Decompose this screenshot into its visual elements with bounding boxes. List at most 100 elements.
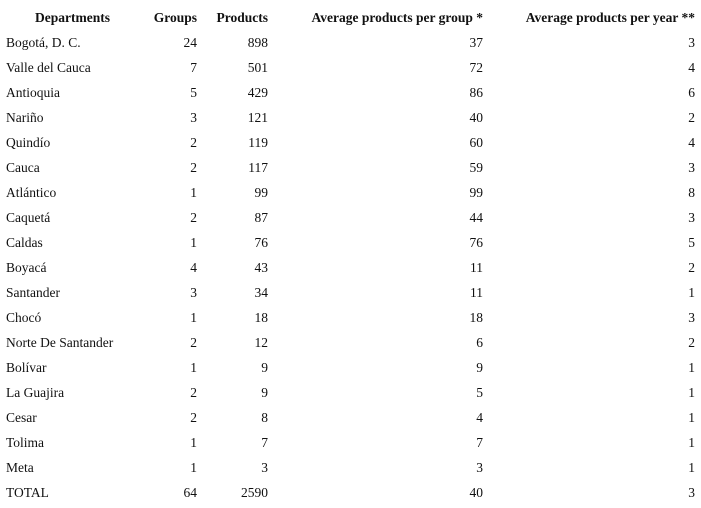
- header-row: Departments Groups Products Average product…: [2, 5, 699, 30]
- number-cell: 1: [190, 359, 197, 375]
- number-cell: 99: [469, 184, 484, 200]
- number-cell: 3: [688, 34, 695, 50]
- department-cell: Meta: [6, 459, 34, 475]
- data-table: Departments Groups Products Average product…: [2, 5, 699, 505]
- number-cell: 1: [688, 409, 695, 425]
- number-cell: 2: [190, 209, 197, 225]
- number-cell: 37: [469, 34, 484, 50]
- number-cell: 1: [190, 459, 197, 475]
- number-cell: 8: [261, 409, 268, 425]
- number-cell: 86: [469, 84, 484, 100]
- number-cell: 2: [688, 259, 695, 275]
- number-cell: 6: [688, 84, 695, 100]
- number-cell: 34: [254, 284, 269, 300]
- number-cell: 501: [247, 59, 268, 75]
- number-cell: 1: [688, 284, 695, 300]
- number-cell: 1: [190, 234, 197, 250]
- number-cell: 76: [469, 234, 484, 250]
- number-cell: 3: [688, 209, 695, 225]
- table-row: Valle del Cauca 7 501 72 4: [2, 55, 699, 80]
- number-cell: 99: [254, 184, 269, 200]
- number-cell: 11: [470, 284, 483, 300]
- department-cell: Cesar: [6, 409, 37, 425]
- department-cell: TOTAL: [6, 484, 49, 500]
- number-cell: 1: [190, 184, 197, 200]
- department-cell: La Guajira: [6, 384, 65, 400]
- number-cell: 3: [190, 284, 197, 300]
- department-cell: Antioquia: [6, 84, 60, 100]
- number-cell: 2: [190, 334, 197, 350]
- number-cell: 4: [190, 259, 197, 275]
- table-row: Caquetá 2 87 44 3: [2, 205, 699, 230]
- number-cell: 1: [688, 434, 695, 450]
- department-cell: Quindío: [6, 134, 51, 150]
- department-cell: Atlántico: [6, 184, 57, 200]
- number-cell: 4: [476, 409, 483, 425]
- table-row: Quindío 2 119 60 4: [2, 130, 699, 155]
- table-row: Antioquia 5 429 86 6: [2, 80, 699, 105]
- number-cell: 11: [470, 259, 483, 275]
- number-cell: 3: [688, 309, 695, 325]
- number-cell: 2: [190, 159, 197, 175]
- table-row: Cesar 2 8 4 1: [2, 405, 699, 430]
- table-row: Tolima 1 7 7 1: [2, 430, 699, 455]
- department-cell: Norte De Santander: [6, 334, 114, 350]
- table-row: TOTAL 64 2590 40 3: [2, 480, 699, 505]
- number-cell: 2: [190, 384, 197, 400]
- table-body: Bogotá, D. C. 24 898 37 3 Valle del Cauca 7 501…: [2, 30, 699, 505]
- table-row: Boyacá 4 43 11 2: [2, 255, 699, 280]
- number-cell: 119: [248, 134, 268, 150]
- table-row: Santander 3 34 11 1: [2, 280, 699, 305]
- number-cell: 6: [476, 334, 483, 350]
- header-cell: Groups: [153, 9, 197, 25]
- number-cell: 3: [261, 459, 268, 475]
- department-cell: Chocó: [6, 309, 42, 325]
- number-cell: 9: [261, 359, 268, 375]
- table-row: Norte De Santander 2 12 6 2: [2, 330, 699, 355]
- number-cell: 44: [469, 209, 484, 225]
- table-header: Departments Groups Products Average product…: [2, 5, 699, 30]
- number-cell: 8: [688, 184, 695, 200]
- number-cell: 7: [261, 434, 268, 450]
- number-cell: 9: [261, 384, 268, 400]
- number-cell: 3: [688, 484, 695, 500]
- number-cell: 18: [254, 309, 269, 325]
- table-row: Meta 1 3 3 1: [2, 455, 699, 480]
- department-cell: Bogotá, D. C.: [6, 34, 81, 50]
- number-cell: 1: [190, 434, 197, 450]
- number-cell: 3: [688, 159, 695, 175]
- department-cell: Cauca: [6, 159, 40, 175]
- number-cell: 64: [183, 484, 198, 500]
- number-cell: 59: [469, 159, 484, 175]
- number-cell: 87: [254, 209, 269, 225]
- number-cell: 7: [190, 59, 197, 75]
- table-row: Caldas 1 76 76 5: [2, 230, 699, 255]
- number-cell: 40: [469, 109, 484, 125]
- table-row: Nariño 3 121 40 2: [2, 105, 699, 130]
- number-cell: 18: [469, 309, 484, 325]
- table-row: La Guajira 2 9 5 1: [2, 380, 699, 405]
- table-row: Atlántico 1 99 99 8: [2, 180, 699, 205]
- number-cell: 24: [183, 34, 198, 50]
- header-cell: Average products per group *: [311, 9, 484, 25]
- number-cell: 60: [469, 134, 484, 150]
- table-row: Cauca 2 117 59 3: [2, 155, 699, 180]
- number-cell: 12: [254, 334, 269, 350]
- department-cell: Boyacá: [6, 259, 47, 275]
- number-cell: 7: [476, 434, 483, 450]
- department-cell: Santander: [6, 284, 60, 300]
- number-cell: 2: [190, 409, 197, 425]
- table-row: Bogotá, D. C. 24 898 37 3: [2, 30, 699, 55]
- number-cell: 40: [469, 484, 484, 500]
- number-cell: 1: [190, 309, 197, 325]
- number-cell: 72: [469, 59, 484, 75]
- header-cell: Average products per year **: [525, 9, 695, 25]
- table-row: Chocó 1 18 18 3: [2, 305, 699, 330]
- number-cell: 1: [688, 359, 695, 375]
- number-cell: 2: [688, 109, 695, 125]
- number-cell: 9: [476, 359, 483, 375]
- number-cell: 121: [247, 109, 268, 125]
- number-cell: 3: [190, 109, 197, 125]
- number-cell: 4: [688, 59, 695, 75]
